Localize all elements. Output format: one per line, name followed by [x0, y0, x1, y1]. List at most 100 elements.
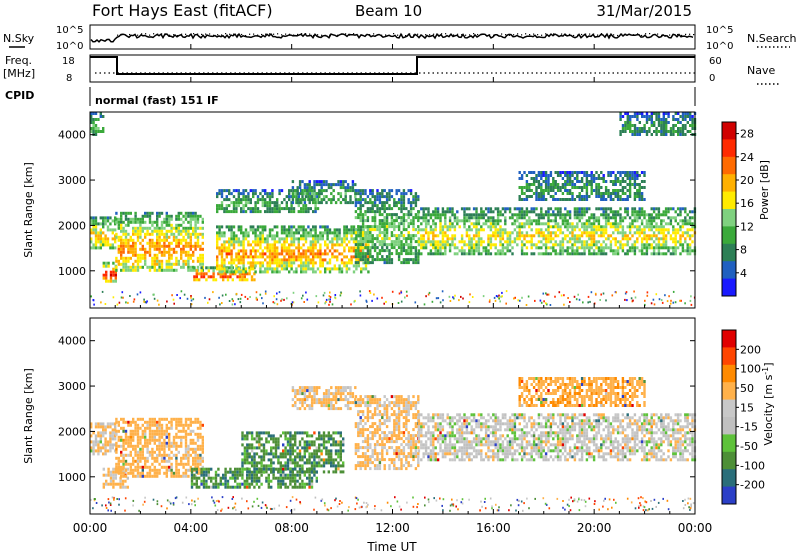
echo-cell — [662, 115, 665, 118]
echo-cell — [300, 228, 303, 232]
echo-cell — [94, 118, 98, 121]
echo-cell — [463, 249, 466, 253]
echo-cell — [482, 228, 485, 232]
echo-cell — [156, 220, 159, 224]
echo-cell — [518, 186, 521, 189]
echo-cell — [331, 252, 334, 256]
echo-cell — [520, 213, 524, 217]
echo-cell — [253, 278, 256, 282]
echo-cell — [184, 238, 188, 242]
echo-cell — [134, 232, 137, 236]
echo-cell — [148, 453, 152, 457]
echo-cell — [300, 270, 303, 274]
echo-cell — [207, 275, 210, 279]
echo-cell — [340, 240, 344, 244]
echo-cell — [395, 213, 398, 217]
echo-cell — [376, 207, 379, 211]
echo-cell — [626, 237, 629, 241]
echo-cell — [624, 171, 627, 174]
echo-cell — [373, 225, 377, 229]
echo-cell — [225, 189, 228, 193]
echo-cell — [330, 186, 333, 190]
echo-cell — [153, 438, 156, 442]
echo-cell — [600, 252, 603, 256]
echo-cell — [681, 112, 685, 115]
echo-cell — [189, 465, 192, 469]
echo-cell — [556, 252, 560, 256]
echo-cell — [492, 210, 495, 214]
echo-cell — [388, 249, 391, 253]
echo-cell — [542, 192, 545, 195]
echo-cell — [626, 249, 629, 253]
echo-cell — [638, 234, 641, 238]
echo-cell — [102, 225, 105, 229]
echo-cell — [315, 295, 318, 298]
echo-cell — [544, 180, 548, 183]
echo-cell — [146, 232, 149, 236]
echo-cell — [290, 207, 293, 211]
echo-cell — [612, 237, 615, 241]
echo-cell — [170, 456, 173, 460]
echo-cell — [156, 235, 159, 239]
echo-cell — [499, 231, 502, 235]
echo-cell — [381, 225, 384, 229]
echo-cell — [414, 252, 418, 256]
echo-cell — [366, 240, 370, 244]
nsearch-trace-dot — [485, 34, 487, 36]
echo-cell — [521, 296, 523, 299]
echo-cell — [378, 231, 382, 235]
echo-cell — [402, 195, 406, 199]
echo-cell — [168, 453, 171, 457]
echo-cell — [667, 207, 670, 211]
echo-cell — [240, 228, 243, 232]
colorbar-tick-label: 12 — [740, 220, 754, 233]
echo-cell — [388, 243, 391, 247]
echo-cell — [264, 192, 267, 196]
echo-cell — [230, 237, 233, 241]
echo-cell — [180, 429, 183, 433]
echo-cell — [259, 210, 262, 214]
echo-cell — [409, 222, 413, 226]
echo-cell — [465, 252, 469, 256]
echo-cell — [381, 222, 384, 226]
echo-cell — [196, 456, 200, 460]
echo-cell — [672, 231, 675, 235]
echo-cell — [109, 479, 113, 483]
echo-cell — [499, 213, 502, 217]
echo-cell — [273, 207, 276, 211]
echo-cell — [588, 219, 591, 223]
echo-cell — [285, 201, 288, 205]
echo-cell — [314, 243, 317, 247]
echo-cell — [228, 300, 231, 302]
echo-cell — [395, 234, 398, 238]
echo-cell — [640, 240, 644, 244]
echo-cell — [106, 443, 110, 447]
echo-cell — [170, 232, 173, 236]
echo-cell — [484, 207, 488, 211]
echo-cell — [657, 115, 661, 118]
echo-cell — [168, 250, 171, 254]
echo-cell — [667, 222, 670, 226]
echo-cell — [168, 468, 171, 472]
nsearch-trace-dot — [181, 33, 183, 35]
echo-cell — [448, 207, 452, 211]
echo-cell — [244, 204, 248, 208]
echo-cell — [504, 210, 507, 214]
echo-cell — [444, 225, 447, 229]
echo-cell — [472, 207, 476, 211]
echo-cell — [359, 234, 362, 238]
echo-cell — [120, 453, 123, 457]
echo-cell — [314, 210, 317, 214]
echo-cell — [184, 211, 188, 215]
echo-cell — [114, 425, 117, 429]
echo-cell — [343, 225, 346, 229]
echo-cell — [290, 189, 293, 193]
echo-cell — [390, 207, 394, 211]
echo-cell — [388, 255, 391, 259]
echo-cell — [249, 201, 252, 205]
echo-cell — [329, 291, 331, 294]
echo-cell — [156, 423, 159, 427]
echo-cell — [92, 121, 95, 124]
echo-cell — [582, 301, 584, 304]
echo-cell — [151, 429, 154, 433]
